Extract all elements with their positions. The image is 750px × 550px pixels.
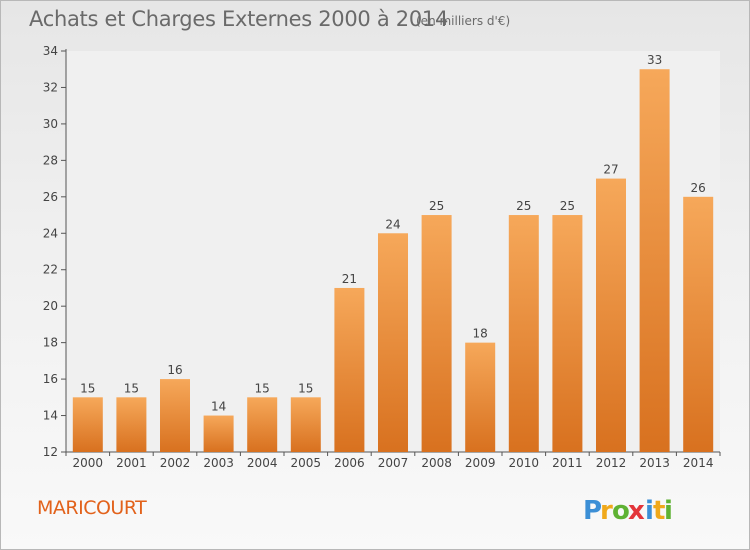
x-tick-label: 2000: [73, 456, 104, 470]
commune-name: MARICOURT: [37, 497, 147, 519]
x-tick-label: 2010: [509, 456, 540, 470]
data-label: 21: [342, 272, 357, 286]
y-tick-label: 22: [43, 263, 58, 277]
brand-letter: t: [653, 496, 665, 526]
brand-letter: i: [664, 496, 673, 526]
brand-letter: x: [628, 496, 645, 526]
y-tick-label: 28: [43, 153, 58, 167]
data-label: 16: [167, 363, 182, 377]
brand-letter: i: [645, 496, 654, 526]
data-label: 25: [560, 199, 575, 213]
x-tick-label: 2007: [378, 456, 409, 470]
bar: [290, 397, 321, 452]
data-label: 18: [473, 327, 488, 341]
bar: [508, 215, 539, 452]
x-tick-label: 2013: [639, 456, 670, 470]
data-label: 15: [298, 381, 313, 395]
x-tick-label: 2001: [116, 456, 147, 470]
y-tick-label: 20: [43, 299, 58, 313]
bar: [334, 287, 365, 452]
x-tick-label: 2004: [247, 456, 278, 470]
y-tick-label: 34: [43, 44, 58, 58]
y-tick-label: 18: [43, 336, 58, 350]
data-label: 14: [211, 400, 226, 414]
data-label: 25: [516, 199, 531, 213]
data-label: 33: [647, 53, 662, 67]
bar: [683, 196, 714, 452]
y-tick-label: 24: [43, 226, 58, 240]
bar: [596, 178, 626, 452]
data-label: 27: [603, 163, 618, 177]
x-tick-label: 2014: [683, 456, 714, 470]
x-tick-label: 2005: [291, 456, 322, 470]
data-label: 15: [124, 381, 139, 395]
x-tick-label: 2006: [334, 456, 365, 470]
bar: [639, 69, 670, 453]
y-tick-label: 14: [43, 409, 58, 423]
y-tick-label: 30: [43, 117, 58, 131]
bar: [72, 397, 103, 452]
bar: [378, 233, 408, 452]
data-label: 25: [429, 199, 444, 213]
data-label: 26: [691, 181, 706, 195]
brand-letter: r: [600, 496, 613, 526]
bar: [421, 215, 452, 452]
x-tick-label: 2009: [465, 456, 496, 470]
bar: [160, 379, 190, 452]
plot-area: 12 14 16 18 20 22 24 26 28 30 32 34 15 2000 15 2001 16 20…: [43, 44, 721, 470]
data-label: 15: [80, 381, 95, 395]
bar: [552, 215, 583, 452]
brand-letter: P: [583, 496, 602, 526]
y-tick-label: 12: [43, 445, 58, 459]
bar: [247, 397, 278, 452]
x-tick-label: 2012: [596, 456, 627, 470]
chart-subtitle: (en milliers d'€): [416, 14, 511, 28]
brand-letter: o: [612, 496, 630, 526]
y-tick-label: 16: [43, 372, 58, 386]
bar: [203, 415, 234, 452]
x-tick-label: 2003: [203, 456, 234, 470]
bar: [465, 342, 496, 452]
data-label: 15: [255, 381, 270, 395]
proxiti-logo: Pr ox i ti: [583, 496, 673, 526]
chart-title: Achats et Charges Externes 2000 à 2014: [29, 7, 449, 31]
x-tick-label: 2011: [552, 456, 583, 470]
x-tick-label: 2002: [160, 456, 191, 470]
y-tick-label: 26: [43, 190, 58, 204]
y-tick-label: 32: [43, 80, 58, 94]
x-tick-label: 2008: [421, 456, 452, 470]
bar: [116, 397, 147, 452]
data-label: 24: [385, 217, 400, 231]
